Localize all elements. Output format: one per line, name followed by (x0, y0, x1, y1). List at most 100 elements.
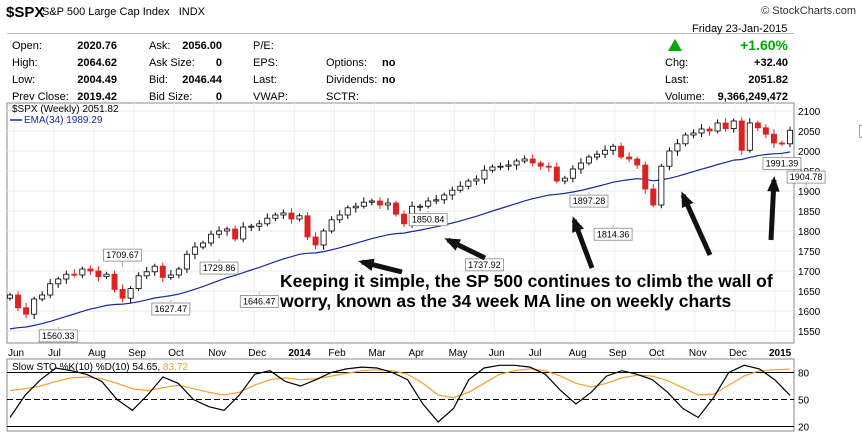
candle-body (642, 164, 649, 190)
label-box (859, 124, 862, 138)
y-tick-label: 1800 (798, 227, 821, 238)
candle-body (634, 158, 641, 166)
candle-body (457, 185, 464, 191)
candle-body (594, 153, 600, 158)
arrow-head (681, 191, 694, 208)
candle-body (208, 233, 215, 244)
x-tick-label: Jul (529, 348, 542, 359)
price-panel (6, 102, 795, 344)
candle-body (537, 162, 544, 167)
x-tick-label: Oct (168, 348, 184, 359)
x-tick-label: Jul (48, 348, 61, 359)
sto-tick-label: 50 (798, 396, 810, 407)
candle-body (481, 169, 488, 180)
x-tick-label: Aug (569, 348, 587, 359)
candle-body (360, 201, 367, 207)
candle-body (553, 166, 560, 182)
candle-body (280, 212, 287, 216)
candle-body (577, 162, 584, 170)
candles (7, 117, 793, 319)
annotation-text: Keeping it simple, the SP 500 continues … (280, 271, 773, 311)
quote-value: 2064.62 (77, 57, 117, 69)
candle-body (714, 122, 721, 132)
candle-body (304, 215, 311, 238)
arrow-head (767, 176, 780, 192)
candle-body (23, 307, 30, 315)
candle-body (722, 122, 729, 129)
price-label: 1627.47 (155, 304, 188, 314)
candle-body (650, 188, 657, 206)
candle-body (15, 294, 22, 309)
price-labels: 1560.33 1709.67 1627.47 1729.86 1646.47 1850.… (38, 124, 862, 343)
candle-body (730, 120, 737, 129)
label-box (762, 157, 802, 170)
candle-body (425, 200, 432, 207)
candle-body (264, 217, 271, 225)
candle-body (87, 268, 94, 272)
quote-value: 2019.42 (77, 91, 117, 103)
price-label: 1737.92 (468, 260, 501, 270)
x-tick-label: Aug (88, 348, 106, 359)
candle-body (71, 273, 78, 276)
candle-body (376, 200, 383, 206)
arrow-head (444, 238, 461, 251)
x-tick-label: Jun (8, 348, 24, 359)
candle-body (392, 202, 399, 215)
site-credit: © StockCharts.com (761, 5, 856, 17)
candle-body (296, 215, 303, 220)
quote-label: Bid: (149, 74, 168, 86)
up-arrow-icon (668, 39, 682, 51)
x-axis: Jun Jul Aug Sep Oct Nov Dec 2014 Feb Mar Apr May Jun… (8, 348, 792, 359)
candle-body (401, 213, 408, 225)
price-label: 1897.28 (573, 196, 606, 206)
legend-price: $SPX (Weekly) 2051.82 (12, 104, 119, 115)
candle-body (368, 200, 375, 203)
quote-value: no (382, 74, 396, 86)
candle-body (248, 225, 255, 228)
exchange: INDX (178, 6, 205, 18)
legend-sto: Slow STO %K(10) %D(10) 54.65, 83.72 (12, 362, 188, 373)
y-tick-label: 1700 (798, 267, 821, 278)
candle-body (159, 265, 166, 278)
candle-body (288, 212, 295, 220)
candle-body (706, 128, 713, 132)
candle-body (433, 199, 440, 202)
quote-label: Open: (12, 40, 42, 52)
x-tick-label: Oct (649, 348, 665, 359)
y-tick-label: 1550 (798, 327, 821, 338)
legend-ema: EMA(34) 1989.29 (24, 115, 103, 126)
quote-label: SCTR: (326, 91, 359, 103)
quote-label: Options: (326, 57, 367, 69)
x-tick-label: May (449, 348, 468, 359)
candle-body (39, 294, 46, 300)
symbol-name: S&P 500 Large Cap Index INDX (42, 6, 205, 18)
x-tick-label: 2014 (288, 348, 311, 359)
y-tick-label: 2050 (798, 127, 821, 138)
label-box (239, 295, 279, 308)
candle-body (232, 228, 239, 240)
stochastic-panel (6, 358, 795, 432)
candle-body (626, 156, 633, 160)
sto-tick-label: 80 (798, 369, 810, 380)
quote-value: 2020.76 (77, 40, 117, 52)
x-tick-label: Apr (409, 348, 425, 359)
candle-body (658, 165, 665, 206)
candle-body (224, 228, 231, 232)
x-tick-label: Mar (368, 348, 386, 359)
sto-tick-label: 20 (798, 423, 810, 434)
quote-value: +32.40 (754, 57, 788, 69)
stochastic: 20 50 80 (7, 364, 810, 434)
candle-body (352, 205, 359, 209)
label-box (199, 261, 239, 275)
candle-body (561, 177, 568, 182)
candle-body (175, 268, 182, 276)
candle-body (7, 294, 13, 299)
price-label: 1814.36 (597, 229, 630, 239)
candle-body (762, 127, 769, 135)
candle-body (135, 275, 142, 289)
quote-value: 9,366,249,472 (717, 91, 788, 103)
y-tick-label: 2000 (798, 147, 821, 158)
x-tick-label: Sep (128, 348, 146, 359)
y-axis: 1550160016501700175018001850190019502000… (798, 107, 821, 338)
